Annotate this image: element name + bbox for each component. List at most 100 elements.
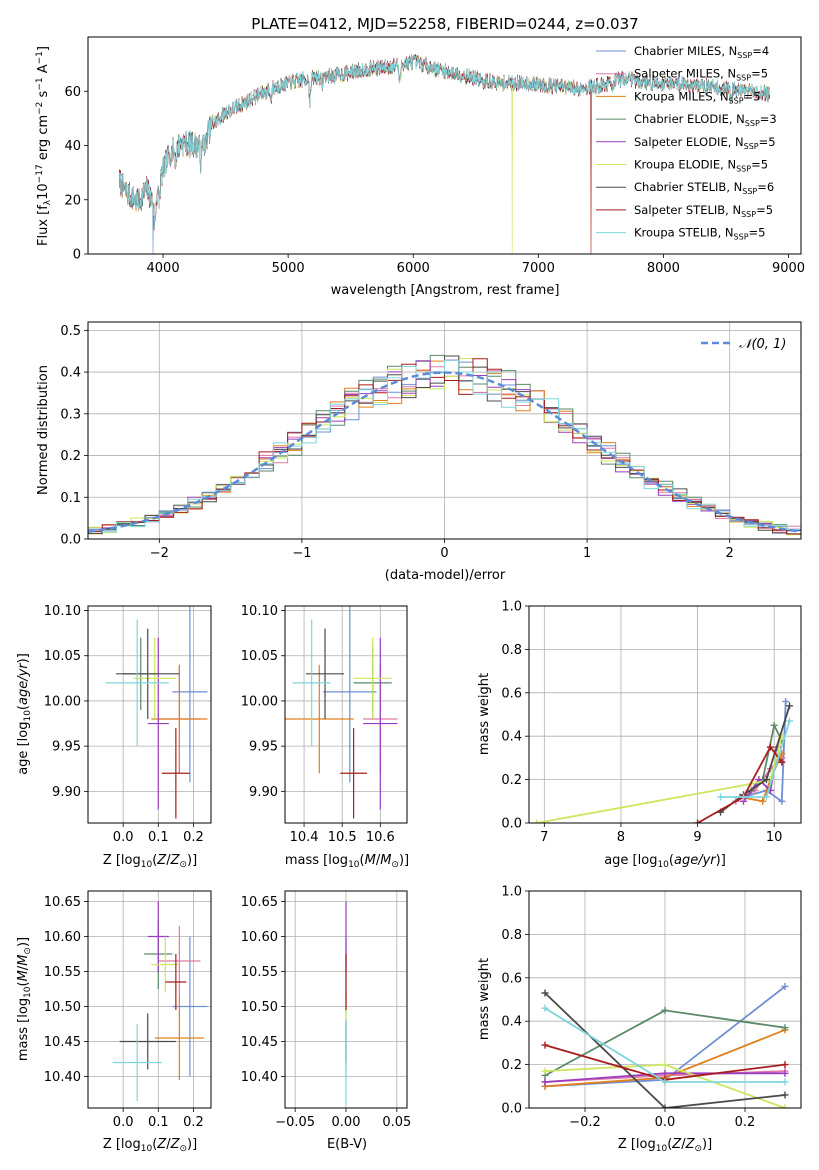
residuals-panel: −2 −1 0 1 2 0.0 0.1 0.2 0.3 0.4 0.5 (data-model)/e… <box>36 321 802 583</box>
weight-series-kroupa-stelib <box>717 717 794 801</box>
errorbar-chabrier-stelib <box>305 628 345 720</box>
x-tick-label: 0.2 <box>735 1115 756 1130</box>
x-tick-label: 5000 <box>272 261 305 276</box>
legend-model-name: Chabrier STELIB, N <box>634 180 742 194</box>
mass-vs-z-ticks: 0.0 0.1 0.2 10.40 10.45 10.50 10.55 10.60 10.65 <box>44 895 204 1130</box>
errorbar-chabrier-stelib <box>119 1013 176 1070</box>
weight-marker <box>740 793 748 801</box>
y-tick-label: 0.6 <box>501 686 522 701</box>
legend-nssp-sub: SSP <box>745 119 760 128</box>
y-tick-label: 10.05 <box>44 649 81 664</box>
x-tick-label: 10 <box>766 830 783 845</box>
x-tick-label: 1 <box>583 546 591 561</box>
y-tick-label: 0.2 <box>501 1058 522 1073</box>
legend-label-kroupa-stelib: Kroupa STELIB, NSSP=5 <box>634 226 765 242</box>
x-tick-label: 7000 <box>522 261 555 276</box>
age-vs-mass-frame <box>284 605 408 824</box>
weight-vs-z-ticks: −0.2 0.0 0.2 0.0 0.2 0.4 0.6 0.8 1.0 <box>501 885 755 1131</box>
weight-vs-age-ylabel: mass weight <box>477 673 492 755</box>
legend-model-name: Kroupa MILES, N <box>634 89 729 103</box>
legend-label-chabrier-stelib: Chabrier STELIB, NSSP=6 <box>634 180 774 196</box>
mass-vs-z-xlabel: Z [log10(Z/Z⊙)] <box>103 1137 197 1154</box>
mass-vs-ebv-panel: −0.05 0.00 0.05 10.40 10.45 10.50 10.55 10.60 10… <box>241 890 411 1152</box>
errorbar-chabrier-miles <box>172 936 208 1077</box>
age-vs-mass-panel: 10.4 10.5 10.6 9.90 9.95 10.00 10.05 10.10 mass… <box>241 604 409 870</box>
y-tick-label: 0.3 <box>60 407 81 422</box>
legend-model-name: Salpeter STELIB, N <box>634 203 741 217</box>
weight-marker <box>533 819 541 823</box>
legend-nssp-value: =4 <box>752 44 769 58</box>
errorbar-kroupa-stelib <box>112 1024 162 1101</box>
legend-nssp-value: =5 <box>756 203 773 217</box>
weight-series-kroupa-stelib <box>541 1004 789 1086</box>
y-tick-label: 10.10 <box>241 604 278 619</box>
y-tick-label: 1.0 <box>501 600 522 615</box>
errorbar-salpeter-stelib <box>340 728 367 819</box>
residuals-xlabel: (data-model)/error <box>385 568 506 583</box>
x-tick-label: 10.5 <box>328 830 357 845</box>
weight-marker <box>781 982 789 990</box>
y-tick-label: 9.95 <box>52 740 81 755</box>
y-tick-label: 0.8 <box>501 928 522 943</box>
x-tick-label: 6000 <box>397 261 430 276</box>
y-tick-label: 0.0 <box>60 533 81 548</box>
y-tick-label: 60 <box>64 85 81 100</box>
ylabel-close: ] <box>36 46 51 51</box>
spectrum-xlabel: wavelength [Angstrom, rest frame] <box>331 283 560 298</box>
ylabel-ten: 10 <box>36 183 51 200</box>
y-tick-label: 0.0 <box>501 817 522 832</box>
legend-model-name: Kroupa STELIB, N <box>634 226 734 240</box>
legend-nssp-value: =5 <box>751 158 768 172</box>
legend-label-kroupa-miles: Kroupa MILES, NSSP=5 <box>634 89 760 105</box>
legend-label-kroupa-elodie: Kroupa ELODIE, NSSP=5 <box>634 158 768 174</box>
x-tick-label: −1 <box>292 546 311 561</box>
weight-line <box>544 992 786 1108</box>
y-tick-label: 10.60 <box>241 930 278 945</box>
spectrum-title: PLATE=0412, MJD=52258, FIBERID=0244, z=0… <box>251 15 638 33</box>
y-tick-label: 10.55 <box>241 965 278 980</box>
weight-marker <box>763 793 771 801</box>
weight-marker <box>778 758 786 766</box>
y-tick-label: 10.50 <box>241 1000 278 1015</box>
y-tick-label: 0.0 <box>501 1102 522 1117</box>
legend-nssp-sub: SSP <box>736 165 751 174</box>
spectrum-ticks: 4000 5000 6000 7000 8000 9000 0 20 40 60 <box>64 85 805 276</box>
y-tick-label: 9.95 <box>249 740 278 755</box>
weight-vs-z-panel: −0.2 0.0 0.2 0.0 0.2 0.4 0.6 0.8 1.0 Z [log10(Z/… <box>477 885 802 1154</box>
errorbar-salpeter-stelib <box>165 954 187 1010</box>
age-vs-z-frame <box>87 605 212 824</box>
y-tick-label: 0.8 <box>501 643 522 658</box>
age-vs-z-ylabel: age [log10(age/yr)] <box>16 653 33 775</box>
weight-vs-z-ylabel: mass weight <box>477 958 492 1040</box>
weight-series-chabrier-stelib <box>541 989 789 1108</box>
mass-vs-z-plot-area <box>88 891 211 1108</box>
errorbar-kroupa-elodie <box>151 936 180 993</box>
mass-vs-z-frame <box>87 890 212 1109</box>
legend-model-name: Kroupa ELODIE, N <box>634 158 736 172</box>
age-vs-mass-xlabel: mass [log10(M/M⊙)] <box>285 853 409 870</box>
weight-marker <box>541 1067 549 1075</box>
legend-label-chabrier-elodie: Chabrier ELODIE, NSSP=3 <box>634 112 777 128</box>
weight-marker <box>770 721 778 729</box>
x-tick-label: 0.00 <box>332 1115 361 1130</box>
x-tick-label: 0 <box>440 546 448 561</box>
residuals-ylabel: Normed distribution <box>36 365 51 495</box>
y-tick-label: 10.65 <box>241 895 278 910</box>
legend-nssp-sub: SSP <box>729 96 744 105</box>
weight-marker <box>781 1104 789 1108</box>
legend-model-name: Salpeter ELODIE, N <box>634 135 744 149</box>
y-tick-label: 10.00 <box>241 694 278 709</box>
x-tick-label: 8000 <box>647 261 680 276</box>
y-tick-label: 10.60 <box>44 930 81 945</box>
weight-vs-age-panel: 7 8 9 10 0.0 0.2 0.4 0.6 0.8 1.0 age [log10(age/y… <box>477 600 802 870</box>
legend-label-salpeter-elodie: Salpeter ELODIE, NSSP=5 <box>634 135 776 151</box>
y-tick-label: 0.4 <box>501 1015 522 1030</box>
age-vs-z-xlabel: Z [log10(Z/Z⊙)] <box>103 853 197 870</box>
legend-normal-label: 𝒩(0, 1) <box>739 337 786 352</box>
weight-marker <box>778 797 786 805</box>
x-tick-label: 0.0 <box>113 830 134 845</box>
x-tick-label: −0.2 <box>569 1115 601 1130</box>
y-tick-label: 10.55 <box>44 965 81 980</box>
x-tick-label: 0.1 <box>148 830 169 845</box>
ylabel-s: s <box>36 90 51 101</box>
